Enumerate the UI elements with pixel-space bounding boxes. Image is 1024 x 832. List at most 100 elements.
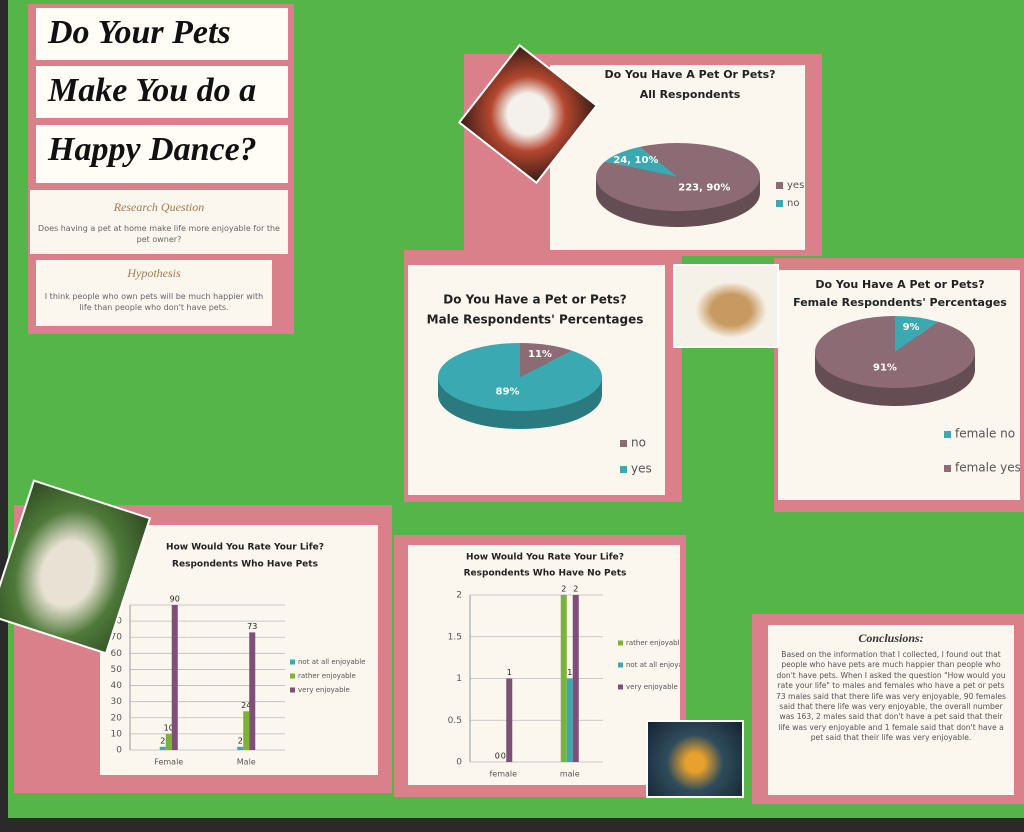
data-label: 1 — [507, 668, 512, 677]
legend-swatch — [776, 200, 783, 207]
data-label: 9% — [903, 322, 920, 333]
data-label: 11% — [528, 349, 552, 360]
pie-slice — [438, 343, 602, 411]
y-tick-label: 1 — [456, 674, 462, 684]
bar — [243, 711, 250, 750]
research-question-heading: Research Question — [113, 200, 205, 214]
data-label: 0 — [501, 752, 506, 761]
hypothesis-card: Hypothesis I think people who own pets w… — [36, 260, 272, 326]
data-label: 2 — [238, 736, 243, 745]
bar — [249, 632, 256, 750]
legend-swatch — [776, 182, 783, 189]
conclusions-card: Conclusions: Based on the information th… — [768, 625, 1014, 795]
bar — [506, 678, 513, 762]
x-tick-label: female — [489, 770, 517, 779]
y-tick-label: 60 — [111, 649, 123, 659]
legend-swatch — [618, 684, 623, 690]
chart: How Would You Rate Your Life? Respondents… — [100, 525, 378, 775]
research-question-text: Does having a pet at home make life more… — [38, 224, 280, 244]
bar — [165, 733, 172, 750]
bar — [572, 595, 579, 762]
title-line: Make You do a — [36, 66, 288, 118]
data-label: 2 — [160, 736, 165, 745]
conclusions-heading: Conclusions: — [858, 631, 924, 645]
y-tick-label: 0 — [456, 758, 462, 768]
legend-label: yes — [787, 180, 804, 191]
y-tick-label: 10 — [111, 729, 123, 739]
data-label: 24, 10% — [613, 155, 658, 166]
data-label: 73 — [247, 622, 257, 631]
chart-title: How Would You Rate Your Life? — [166, 543, 324, 553]
y-tick-label: 1.5 — [448, 632, 462, 642]
data-label: 2 — [561, 585, 566, 594]
legend-label: female no — [955, 427, 1015, 441]
legend-swatch — [944, 431, 951, 438]
legend-swatch — [618, 640, 623, 646]
title-line: Happy Dance? — [36, 125, 288, 183]
chart-title: How Would You Rate Your Life? — [466, 553, 624, 563]
pie-slice — [604, 146, 678, 177]
data-label: 0 — [495, 752, 500, 761]
legend-swatch — [620, 440, 627, 447]
chart-title: Do You Have A Pet or Pets? — [815, 278, 984, 291]
data-label: 89% — [496, 386, 520, 397]
chart: How Would You Rate Your Life? Respondents… — [408, 545, 680, 785]
y-tick-label: 70 — [111, 633, 123, 643]
legend-label: not at all enjoyable — [626, 661, 680, 669]
bar — [171, 605, 178, 750]
pie-slice — [895, 316, 938, 352]
hypothesis-heading: Hypothesis — [127, 266, 181, 280]
legend-swatch — [618, 662, 623, 668]
legend-swatch — [290, 659, 295, 665]
chart-subtitle: Respondents Who Have No Pets — [464, 569, 627, 579]
x-tick-label: Female — [154, 758, 183, 767]
y-tick-label: 30 — [111, 697, 123, 707]
data-label: 1 — [567, 668, 572, 677]
chart-subtitle: Male Respondents' Percentages — [427, 313, 644, 327]
legend-swatch — [290, 687, 295, 693]
research-question-card: Research Question Does having a pet at h… — [30, 190, 288, 254]
chart: Do You Have a Pet or Pets? Male Responden… — [408, 265, 665, 495]
chart-subtitle: All Respondents — [640, 88, 741, 101]
legend-label: female yes — [955, 461, 1020, 475]
chart-subtitle: Respondents Who Have Pets — [172, 560, 318, 570]
title-line: Do Your Pets — [36, 8, 288, 60]
hypothesis-text: I think people who own pets will be much… — [44, 292, 264, 312]
chart: Do You Have A Pet Or Pets? All Respondent… — [550, 65, 805, 250]
x-tick-label: Male — [237, 758, 256, 767]
chart-subtitle: Female Respondents' Percentages — [793, 296, 1007, 309]
dog-photo — [673, 264, 779, 348]
y-tick-label: 2 — [456, 591, 462, 601]
y-tick-label: 50 — [111, 665, 123, 675]
data-label: 24 — [241, 701, 251, 710]
chart: Do You Have A Pet or Pets? Female Respond… — [778, 270, 1020, 500]
legend-swatch — [944, 465, 951, 472]
x-tick-label: male — [560, 770, 580, 779]
pie-slice — [520, 343, 573, 377]
legend-swatch — [620, 466, 627, 473]
data-label: 91% — [873, 363, 897, 374]
data-label: 2 — [573, 585, 578, 594]
y-tick-label: 40 — [111, 681, 123, 691]
y-tick-label: 0 — [116, 746, 122, 756]
chart-title: Do You Have A Pet Or Pets? — [604, 68, 775, 81]
legend-label: not at all enjoyable — [298, 658, 365, 666]
legend-label: no — [631, 436, 646, 450]
bar — [560, 595, 567, 762]
legend-label: rather enjoyable — [626, 639, 680, 647]
legend-label: no — [787, 198, 799, 209]
fish-photo — [646, 720, 744, 798]
y-tick-label: 0.5 — [448, 716, 462, 726]
y-tick-label: 20 — [111, 713, 123, 723]
data-label: 90 — [170, 595, 180, 604]
legend-label: yes — [631, 462, 652, 476]
conclusions-text: Based on the information that I collecte… — [775, 650, 1006, 743]
legend-swatch — [290, 673, 295, 679]
bar — [159, 746, 166, 750]
bar — [237, 746, 244, 750]
legend-label: very enjoyable — [298, 686, 350, 694]
bar — [566, 678, 573, 762]
legend-label: very enjoyable — [626, 683, 678, 691]
pie-slice — [815, 316, 975, 388]
